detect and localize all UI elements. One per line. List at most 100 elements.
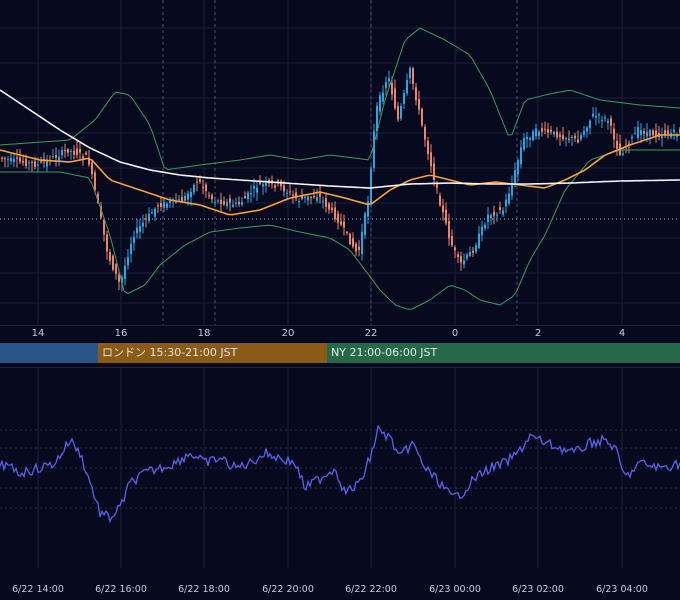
candle-body (160, 203, 162, 207)
candle (46, 154, 48, 172)
candle-body (121, 276, 123, 283)
candle (193, 183, 195, 196)
candle-body (631, 136, 633, 139)
candle (184, 192, 186, 204)
candle (28, 160, 30, 171)
price-axis-tick-label: 16 (114, 328, 128, 339)
candle (154, 207, 156, 221)
oscillator-chart[interactable] (0, 368, 680, 568)
candle-body (37, 164, 39, 166)
candle (55, 147, 57, 167)
candle-body (34, 161, 36, 167)
price-chart[interactable] (0, 0, 680, 325)
candle-body (613, 128, 615, 140)
candle-body (181, 197, 183, 202)
candle (241, 197, 243, 207)
candle (229, 194, 231, 212)
candle (256, 181, 258, 201)
candle (352, 232, 354, 249)
candle-body (583, 130, 585, 135)
candle (235, 197, 237, 208)
candle-body (343, 221, 345, 228)
candle (580, 132, 582, 142)
candle (388, 70, 390, 89)
candle-body (184, 196, 186, 201)
candle (178, 195, 180, 202)
candle (460, 251, 462, 271)
candle-body (538, 131, 540, 136)
candle-body (421, 109, 423, 126)
candle-body (652, 130, 654, 136)
candle (634, 126, 636, 135)
candle-body (415, 87, 417, 101)
oscillator-axis-tick-label: 6/23 00:00 (429, 584, 481, 595)
candle-body (253, 186, 255, 189)
candle-body (151, 212, 153, 214)
candle-body (514, 170, 516, 184)
candle-body (361, 231, 363, 254)
candle (613, 122, 615, 148)
candle-body (388, 78, 390, 82)
candle (595, 107, 597, 126)
candle-body (130, 243, 132, 255)
candle (514, 162, 516, 188)
candle-body (454, 247, 456, 251)
candle-body (217, 200, 219, 202)
candle (19, 148, 21, 165)
candle (529, 136, 531, 148)
bollinger-lower (0, 149, 680, 310)
candle (553, 130, 555, 138)
candle-body (196, 181, 198, 183)
candle (223, 196, 225, 207)
candle-body (232, 204, 234, 207)
candle-body (364, 213, 366, 236)
candle (559, 131, 561, 146)
candle-body (292, 195, 294, 197)
candle (343, 214, 345, 236)
price-axis-tick-label: 2 (534, 328, 542, 339)
candle-body (340, 221, 342, 225)
candle-body (409, 67, 411, 79)
oscillator-axis-tick-label: 6/22 20:00 (262, 584, 314, 595)
candle (631, 134, 633, 144)
candle-body (73, 150, 75, 155)
candle (328, 201, 330, 215)
candle-body (532, 131, 534, 141)
candle (349, 232, 351, 246)
candle-body (547, 129, 549, 133)
candle (619, 134, 621, 157)
candle-body (259, 181, 261, 184)
candle-body (346, 232, 348, 234)
candle-body (166, 203, 168, 208)
candle-body (295, 192, 297, 199)
candle-body (241, 201, 243, 205)
candle (289, 184, 291, 196)
candle (304, 195, 306, 203)
candle-body (397, 106, 399, 120)
candle (592, 107, 594, 119)
candle (142, 214, 144, 234)
candle-body (373, 131, 375, 168)
candle-body (478, 233, 480, 248)
candle (139, 218, 141, 239)
candle (295, 187, 297, 202)
candle-body (298, 200, 300, 202)
candle (61, 146, 63, 159)
candle (310, 195, 312, 205)
candle-body (226, 201, 228, 207)
candle-body (40, 161, 42, 163)
candle-body (187, 193, 189, 200)
candle-body (637, 127, 639, 139)
candle (346, 230, 348, 236)
candle (511, 175, 513, 200)
candle-body (19, 157, 21, 162)
candle-body (70, 150, 72, 152)
candle (484, 222, 486, 231)
candle-body (586, 127, 588, 132)
candle-body (127, 257, 129, 266)
moving-average-orange (0, 134, 680, 216)
candle-body (604, 117, 606, 119)
candle (481, 221, 483, 242)
candle-body (85, 152, 87, 155)
candle-body (307, 196, 309, 201)
